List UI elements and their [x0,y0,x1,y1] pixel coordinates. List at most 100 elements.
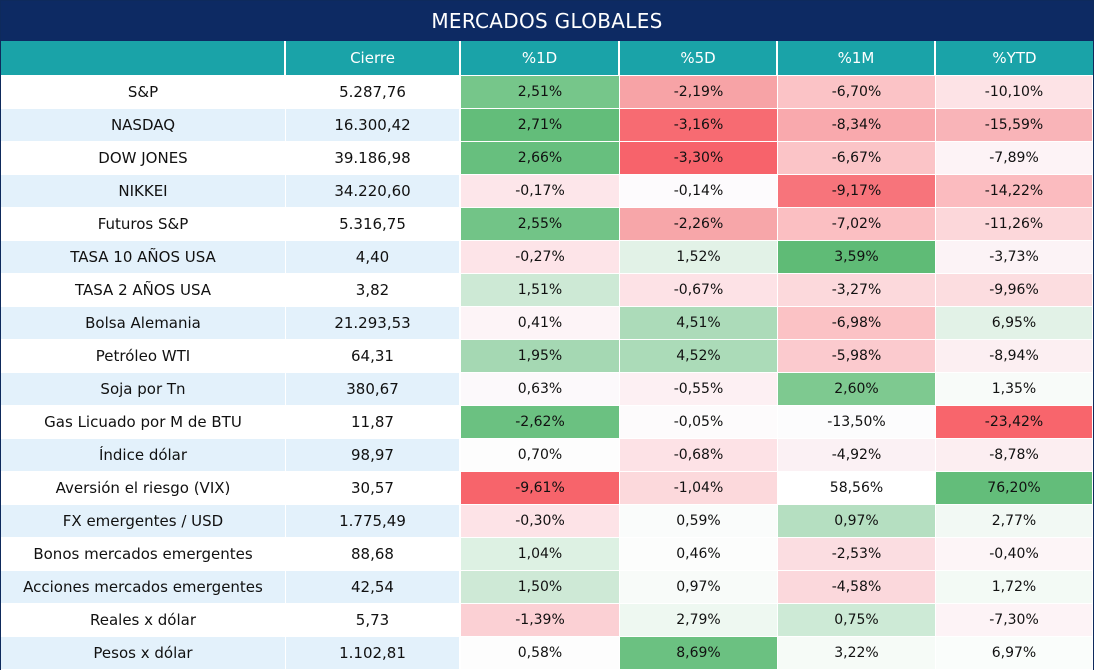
instrument-name-cell: Índice dólar [1,439,286,472]
change-5d-cell: 0,59% [620,505,778,538]
change-1d-cell: -0,27% [461,241,620,274]
change-1m-cell: 0,97% [778,505,936,538]
change-1m-cell: -3,27% [778,274,936,307]
change-5d-cell: 0,97% [620,571,778,604]
instrument-name-cell: Futuros S&P [1,208,286,241]
instrument-name-cell: Acciones mercados emergentes [1,571,286,604]
instrument-name-cell: TASA 10 AÑOS USA [1,241,286,274]
close-value-cell: 39.186,98 [286,142,461,175]
change-1d-cell: -1,39% [461,604,620,637]
close-value-cell: 42,54 [286,571,461,604]
change-1m-cell: 58,56% [778,472,936,505]
change-5d-cell: 4,52% [620,340,778,373]
close-value-cell: 3,82 [286,274,461,307]
change-5d-cell: -0,55% [620,373,778,406]
table-row: Gas Licuado por M de BTU 11,87 -2,62% -0,05… [1,406,1093,439]
change-ytd-cell: 6,95% [936,307,1093,340]
close-value-cell: 5,73 [286,604,461,637]
instrument-name-cell: Reales x dólar [1,604,286,637]
change-1m-cell: -6,70% [778,76,936,109]
change-ytd-cell: 1,72% [936,571,1093,604]
change-5d-cell: -0,68% [620,439,778,472]
change-1d-cell: 1,51% [461,274,620,307]
change-5d-cell: -3,16% [620,109,778,142]
change-1d-cell: 2,55% [461,208,620,241]
table-row: Soja por Tn 380,67 0,63% -0,55% 2,60% 1,35% [1,373,1093,406]
change-5d-cell: 8,69% [620,637,778,670]
change-1d-cell: -9,61% [461,472,620,505]
instrument-name-cell: Bolsa Alemania [1,307,286,340]
change-1d-cell: 2,51% [461,76,620,109]
instrument-name-cell: Petróleo WTI [1,340,286,373]
instrument-name-cell: NASDAQ [1,109,286,142]
table-row: NASDAQ 16.300,42 2,71% -3,16% -8,34% -15,59% [1,109,1093,142]
change-1d-cell: 0,70% [461,439,620,472]
instrument-name-cell: Soja por Tn [1,373,286,406]
close-value-cell: 380,67 [286,373,461,406]
table-row: Bolsa Alemania 21.293,53 0,41% 4,51% -6,98% 6… [1,307,1093,340]
instrument-name-cell: Pesos x dólar [1,637,286,670]
instrument-name-cell: FX emergentes / USD [1,505,286,538]
change-5d-cell: -0,67% [620,274,778,307]
header-1m: %1M [778,41,936,75]
change-1m-cell: 3,22% [778,637,936,670]
table-row: Aversión el riesgo (VIX) 30,57 -9,61% -1,04… [1,472,1093,505]
change-1d-cell: 0,63% [461,373,620,406]
close-value-cell: 1.775,49 [286,505,461,538]
table-row: DOW JONES 39.186,98 2,66% -3,30% -6,67% -7,89… [1,142,1093,175]
change-ytd-cell: -23,42% [936,406,1093,439]
change-ytd-cell: -9,96% [936,274,1093,307]
change-1d-cell: 1,04% [461,538,620,571]
table-row: Reales x dólar 5,73 -1,39% 2,79% 0,75% -7,30% [1,604,1093,637]
change-5d-cell: 0,46% [620,538,778,571]
change-5d-cell: -3,30% [620,142,778,175]
change-ytd-cell: 6,97% [936,637,1093,670]
change-ytd-cell: 2,77% [936,505,1093,538]
change-1d-cell: 2,66% [461,142,620,175]
close-value-cell: 16.300,42 [286,109,461,142]
change-ytd-cell: 76,20% [936,472,1093,505]
change-1m-cell: -6,67% [778,142,936,175]
close-value-cell: 98,97 [286,439,461,472]
table-row: Pesos x dólar 1.102,81 0,58% 8,69% 3,22% 6,97… [1,637,1093,670]
change-ytd-cell: -8,94% [936,340,1093,373]
change-5d-cell: -2,26% [620,208,778,241]
table-title: MERCADOS GLOBALES [1,1,1093,41]
change-5d-cell: 2,79% [620,604,778,637]
change-1m-cell: 2,60% [778,373,936,406]
header-1d: %1D [461,41,620,75]
table-row: TASA 10 AÑOS USA 4,40 -0,27% 1,52% 3,59% -3,7… [1,241,1093,274]
change-1m-cell: 3,59% [778,241,936,274]
header-ytd: %YTD [936,41,1093,75]
change-ytd-cell: -11,26% [936,208,1093,241]
change-5d-cell: -2,19% [620,76,778,109]
change-ytd-cell: -0,40% [936,538,1093,571]
close-value-cell: 34.220,60 [286,175,461,208]
close-value-cell: 4,40 [286,241,461,274]
change-1d-cell: 0,58% [461,637,620,670]
table-row: Petróleo WTI 64,31 1,95% 4,52% -5,98% -8,94% [1,340,1093,373]
instrument-name-cell: TASA 2 AÑOS USA [1,274,286,307]
change-ytd-cell: -14,22% [936,175,1093,208]
change-ytd-cell: 1,35% [936,373,1093,406]
close-value-cell: 21.293,53 [286,307,461,340]
instrument-name-cell: DOW JONES [1,142,286,175]
close-value-cell: 88,68 [286,538,461,571]
change-5d-cell: 4,51% [620,307,778,340]
change-1m-cell: -7,02% [778,208,936,241]
table-row: Índice dólar 98,97 0,70% -0,68% -4,92% -8,78% [1,439,1093,472]
table-row: TASA 2 AÑOS USA 3,82 1,51% -0,67% -3,27% -9,9… [1,274,1093,307]
instrument-name-cell: NIKKEI [1,175,286,208]
close-value-cell: 64,31 [286,340,461,373]
change-1d-cell: -0,30% [461,505,620,538]
change-5d-cell: 1,52% [620,241,778,274]
change-1m-cell: -5,98% [778,340,936,373]
change-ytd-cell: -10,10% [936,76,1093,109]
instrument-name-cell: S&P [1,76,286,109]
change-1d-cell: 1,50% [461,571,620,604]
change-ytd-cell: -7,30% [936,604,1093,637]
change-1m-cell: -6,98% [778,307,936,340]
change-1m-cell: -2,53% [778,538,936,571]
close-value-cell: 5.287,76 [286,76,461,109]
